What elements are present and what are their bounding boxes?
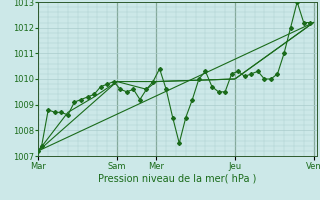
X-axis label: Pression niveau de la mer( hPa ): Pression niveau de la mer( hPa ): [99, 173, 257, 183]
